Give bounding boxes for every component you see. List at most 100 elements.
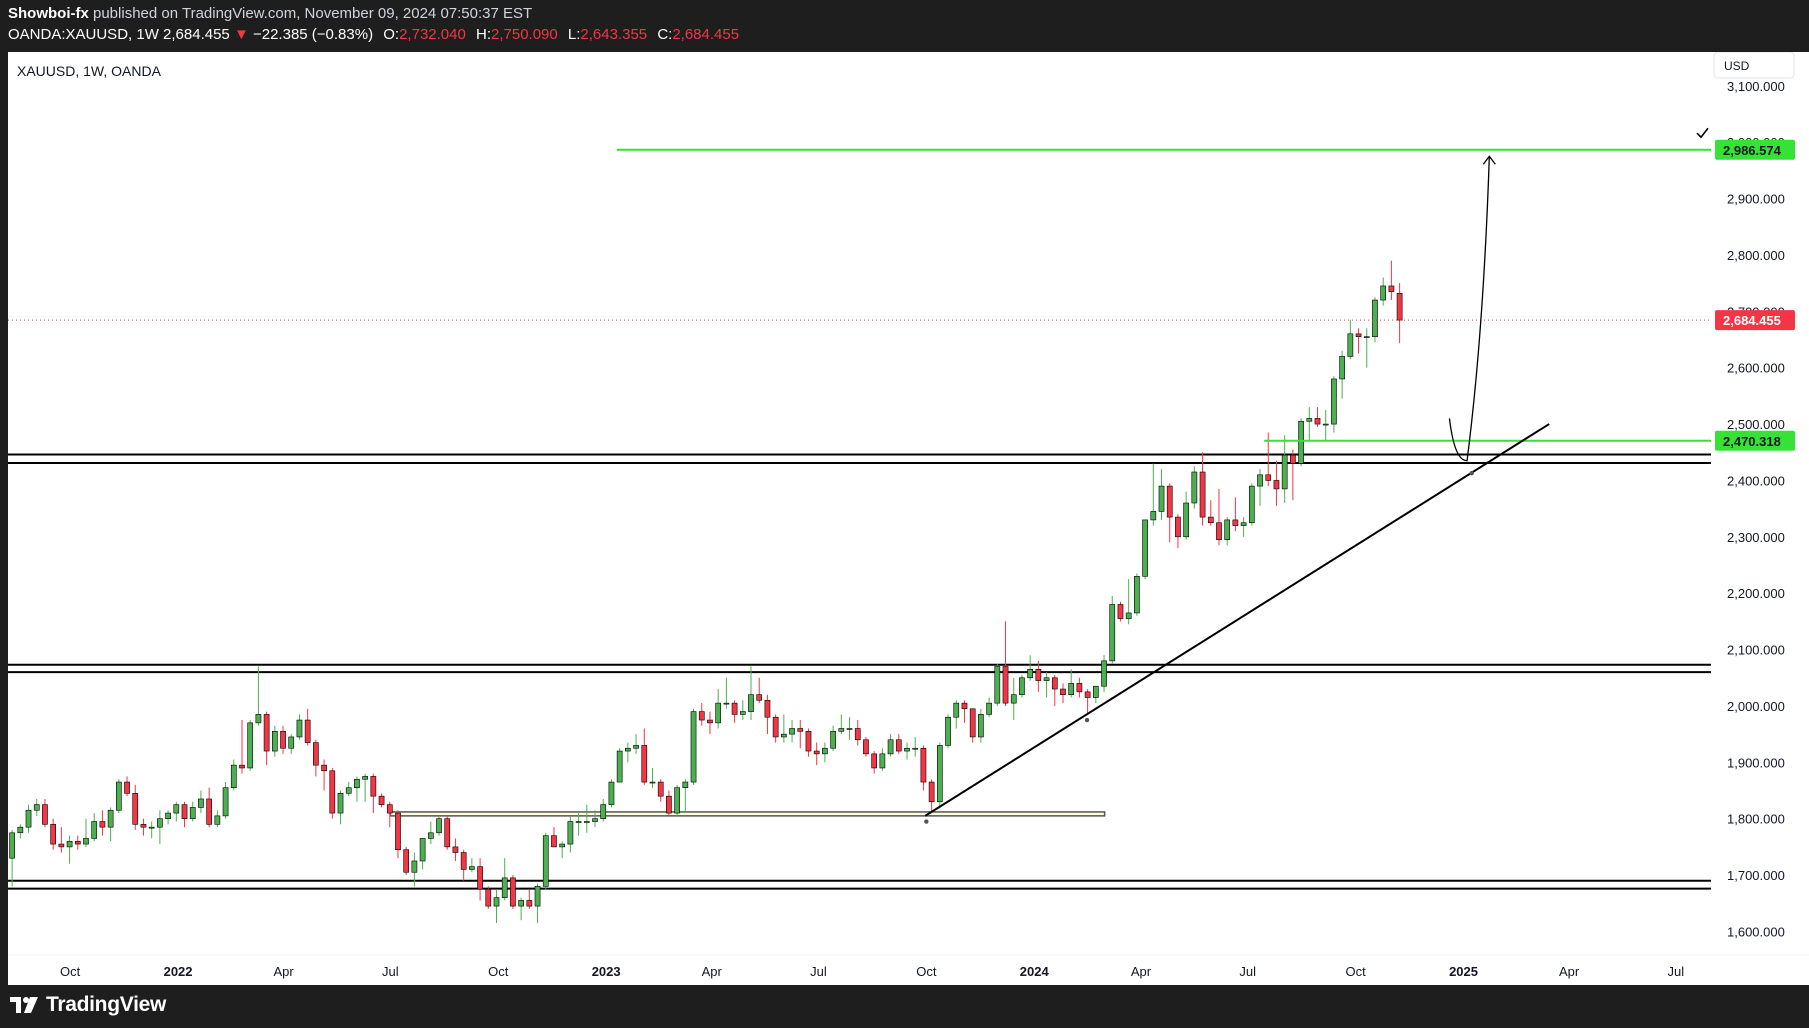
x-tick-label: Apr	[1559, 964, 1580, 979]
candle-body	[846, 728, 853, 730]
candle-body	[91, 821, 98, 839]
candle-body	[542, 835, 549, 887]
candle-body	[772, 716, 779, 738]
candle-body	[436, 818, 442, 834]
candle-body	[321, 764, 327, 772]
candle-body	[805, 731, 812, 752]
candle-body	[452, 846, 459, 853]
candle-body	[354, 778, 360, 788]
symbol-name: OANDA:XAUUSD,	[8, 26, 133, 43]
candle-body	[1199, 471, 1206, 518]
author-name[interactable]: Showboi-fx	[8, 5, 89, 22]
candle-body	[74, 840, 81, 845]
projection-arrow-path[interactable]	[1448, 156, 1490, 462]
candle-body	[739, 711, 746, 715]
price-tag	[1715, 139, 1795, 160]
candle-body	[1265, 474, 1272, 481]
candle-body	[928, 781, 935, 803]
candle-body	[633, 745, 639, 749]
candle-body	[748, 694, 754, 712]
candle-body	[247, 722, 254, 769]
candle-body	[337, 793, 344, 814]
price-tag-label: 2,684.455	[1723, 313, 1781, 328]
candle-body	[1076, 683, 1083, 693]
x-tick-label: 2023	[592, 964, 621, 979]
x-tick-label: Apr	[1131, 964, 1152, 979]
low-label: L:	[567, 26, 581, 43]
candle-body	[715, 702, 722, 724]
y-tick-label: 2,800.000	[1727, 248, 1785, 263]
tradingview-logo-icon	[10, 997, 38, 1013]
candle-body	[313, 742, 319, 766]
candle-body	[838, 728, 845, 732]
support-rectangle[interactable]	[389, 811, 1106, 817]
candle-body	[789, 728, 795, 735]
candle-body	[723, 702, 730, 705]
candle-body	[1322, 423, 1329, 426]
candle-body	[657, 781, 664, 797]
candle-body	[510, 877, 516, 907]
candle-body	[920, 747, 927, 783]
y-tick-label: 1,900.000	[1727, 755, 1785, 770]
candle-body	[1298, 420, 1304, 464]
x-tick-label: Oct	[916, 964, 937, 979]
candle-body	[1314, 418, 1321, 425]
y-tick-label: 1,700.000	[1727, 868, 1785, 883]
candle-body	[904, 747, 910, 752]
candle-body	[214, 815, 221, 825]
change-value: −22.385 (−0.83%)	[252, 26, 374, 43]
candle-body	[690, 711, 697, 783]
candle-body	[1060, 688, 1066, 695]
candle-body	[953, 702, 960, 718]
candle-body	[822, 747, 828, 755]
tradingview-logo[interactable]: TradingView	[10, 993, 166, 1017]
candle-body	[1355, 333, 1362, 337]
x-tick-label: Oct	[60, 964, 81, 979]
candle-body	[206, 798, 212, 825]
candle-body	[485, 888, 492, 907]
candle-body	[1125, 612, 1132, 619]
candle-body	[280, 731, 286, 749]
candle-body	[666, 795, 672, 814]
candle-body	[641, 745, 648, 783]
range-rectangle	[389, 811, 1106, 817]
x-tick-label: Oct	[1346, 964, 1367, 979]
candle-body	[592, 818, 598, 822]
open-value: 2,732.040	[399, 26, 466, 43]
candle-body	[1306, 418, 1313, 422]
drawings	[924, 127, 1709, 824]
trend-line[interactable]	[924, 423, 1550, 817]
candle-body	[583, 821, 590, 823]
candle-body	[469, 866, 475, 870]
candle-body	[124, 781, 130, 794]
price-tag	[1715, 430, 1795, 451]
candle-body	[830, 731, 836, 749]
y-tick-label: 2,900.000	[1727, 192, 1785, 207]
price-tag-label: 2,986.574	[1723, 143, 1782, 158]
candle-body	[1043, 677, 1050, 681]
candle-body	[781, 733, 787, 738]
candle-body	[575, 821, 582, 823]
candle-body	[386, 804, 393, 814]
y-tick-label: 2,500.000	[1727, 417, 1785, 432]
price-chart[interactable]: 1,600.000 1,700.000 1,800.000 1,900.000 2,00…	[8, 51, 1809, 985]
candle-body	[477, 866, 483, 890]
candle-body	[1240, 522, 1247, 526]
candle-body	[296, 719, 303, 738]
candle-body	[58, 843, 65, 848]
candle-body	[1388, 285, 1395, 292]
candle-body	[895, 739, 902, 752]
low-value: 2,643.355	[580, 26, 648, 43]
candle-body	[608, 781, 615, 805]
y-tick-label: 2,000.000	[1727, 699, 1785, 714]
currency-button-label[interactable]: USD	[1724, 59, 1750, 73]
last-price: 2,684.455	[163, 26, 230, 43]
change-arrow-icon: ▼	[233, 26, 249, 43]
candle-body	[345, 787, 352, 794]
candle-body	[115, 781, 122, 811]
candle-body	[600, 804, 607, 820]
currency-button[interactable]: USD	[1713, 51, 1795, 79]
candle-body	[1051, 677, 1058, 690]
candle-body	[50, 824, 57, 845]
candle-body	[551, 835, 557, 848]
